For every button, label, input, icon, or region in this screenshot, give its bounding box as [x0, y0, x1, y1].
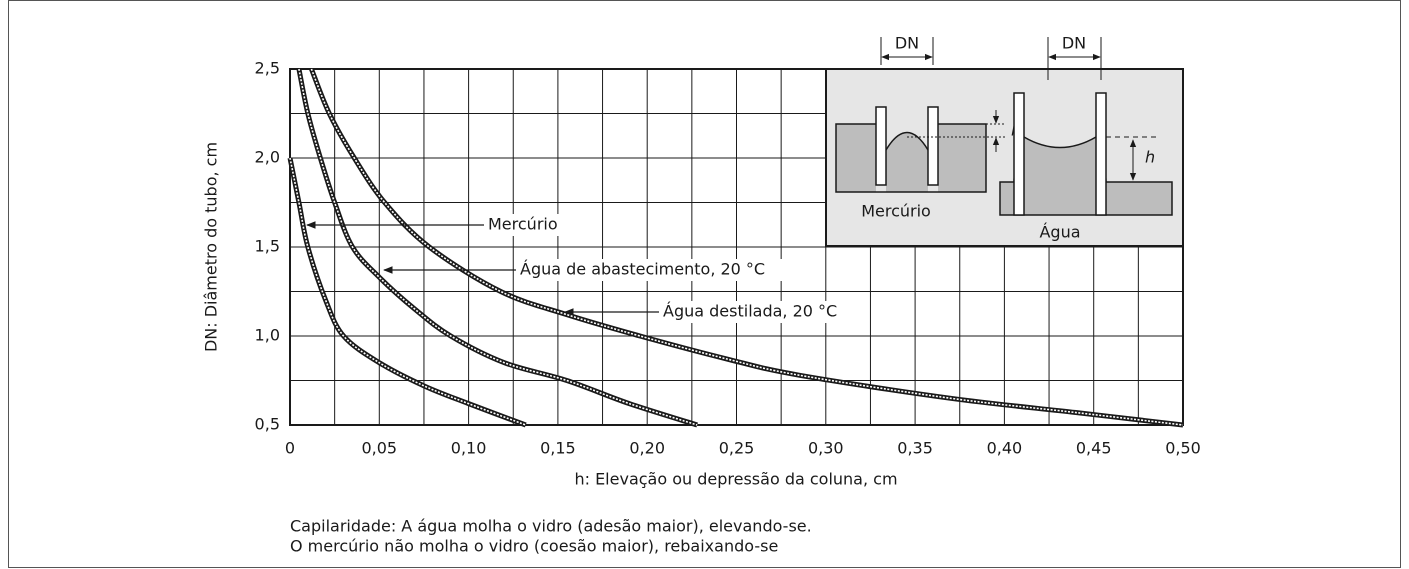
mercury — [836, 124, 986, 192]
x-tick-label: 0,10 — [451, 439, 487, 458]
y-tick-label: 1,5 — [255, 237, 280, 256]
legend-label: Água de abastecimento, 20 °C — [520, 260, 765, 279]
x-tick-label: 0,35 — [897, 439, 933, 458]
inset-label: Água — [1039, 223, 1080, 242]
x-tick-label: 0 — [285, 439, 295, 458]
y-axis-label: DN: Diâmetro do tubo, cm — [202, 142, 221, 352]
inset-label: h — [1145, 148, 1155, 167]
chart: DN: Diâmetro do tubo, cm h: Elevação ou … — [0, 0, 1409, 569]
tube — [1096, 93, 1106, 215]
x-tick-label: 0,40 — [987, 439, 1023, 458]
inset-label: DN — [1062, 34, 1086, 53]
plot: 0 0,05 0,10 0,15 0,20 0,25 0,30 0,35 0,40 0,45 0,5… — [255, 34, 1201, 458]
y-tick-label: 2,5 — [255, 59, 280, 78]
inset-label: Mercúrio — [861, 202, 931, 221]
x-tick-label: 0,45 — [1076, 439, 1112, 458]
x-axis-label: h: Elevação ou depressão da coluna, cm — [574, 470, 897, 489]
y-tick-label: 2,0 — [255, 148, 280, 167]
caption-line: O mercúrio não molha o vidro (coesão mai… — [290, 537, 778, 556]
legend-label: Mercúrio — [488, 215, 558, 234]
x-tick-label: 0,20 — [629, 439, 665, 458]
caption-line: Capilaridade: A água molha o vidro (ades… — [290, 517, 812, 536]
x-tick-label: 0,25 — [719, 439, 755, 458]
y-tick-label: 0,5 — [255, 415, 280, 434]
x-tick-label: 0,50 — [1165, 439, 1201, 458]
tube — [876, 107, 886, 185]
inset-label: DN — [895, 34, 919, 53]
tube — [928, 107, 938, 185]
legend-label: Água destilada, 20 °C — [663, 302, 837, 321]
inset-diagram: h Mercúrio DN h Água DN — [826, 34, 1183, 247]
x-tick-label: 0,30 — [808, 439, 844, 458]
y-tick-label: 1,0 — [255, 326, 280, 345]
x-tick-label: 0,15 — [540, 439, 576, 458]
tube — [1014, 93, 1024, 215]
x-tick-label: 0,05 — [361, 439, 397, 458]
